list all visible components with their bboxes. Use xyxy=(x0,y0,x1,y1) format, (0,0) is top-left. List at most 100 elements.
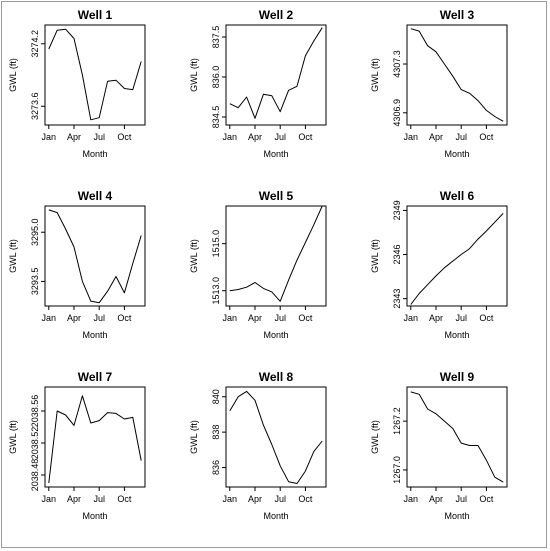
chart-title: Well 2 xyxy=(259,8,294,22)
y-axis-label: GWL (ft) xyxy=(8,58,18,92)
x-tick-label: Oct xyxy=(117,494,132,504)
series-line xyxy=(410,28,504,122)
y-tick-label: 3274.2 xyxy=(30,30,40,58)
y-tick-label: 3295.0 xyxy=(30,218,40,246)
chart-title: Well 9 xyxy=(440,370,475,384)
x-tick-label: Oct xyxy=(117,313,132,323)
y-axis-label: GWL (ft) xyxy=(189,420,199,454)
series-line xyxy=(48,395,142,484)
x-tick-label: Jan xyxy=(223,313,238,323)
x-tick-label: Apr xyxy=(67,494,81,504)
chart-title: Well 7 xyxy=(78,370,113,384)
chart-well-3: Well 3 Jan Apr Jul Oct 4306.9 4307.3 Month GWL (… xyxy=(370,8,508,159)
x-tick-label: Oct xyxy=(298,132,313,142)
x-axis-label: Month xyxy=(82,149,107,159)
x-tick-label: Apr xyxy=(67,132,81,142)
x-tick-label: Jul xyxy=(455,132,467,142)
series-line xyxy=(410,213,504,305)
x-tick-label: Jan xyxy=(223,132,238,142)
y-axis-label: GWL (ft) xyxy=(370,239,380,273)
x-tick-label: Jul xyxy=(93,494,105,504)
y-tick-label: 2343 xyxy=(392,289,402,309)
x-tick-label: Jul xyxy=(274,132,286,142)
y-tick-label: 1267.2 xyxy=(392,407,402,435)
x-tick-label: Jan xyxy=(42,313,57,323)
chart-title: Well 3 xyxy=(440,8,475,22)
y-axis-label: GWL (ft) xyxy=(189,58,199,92)
x-axis-label: Month xyxy=(82,511,107,521)
plot-box xyxy=(406,205,508,307)
x-tick-label: Jul xyxy=(455,313,467,323)
plot-box xyxy=(225,386,327,488)
y-tick-label: 2038.52 xyxy=(30,427,40,460)
x-tick-label: Apr xyxy=(248,494,262,504)
y-tick-label: 1267.0 xyxy=(392,456,402,484)
y-tick-label: 2038.56 xyxy=(30,395,40,428)
chart-title: Well 6 xyxy=(440,189,475,203)
series-line xyxy=(229,27,323,119)
x-tick-label: Jul xyxy=(274,494,286,504)
x-tick-label: Oct xyxy=(298,494,313,504)
chart-well-4: Well 4 Jan Apr Jul Oct 3293.5 3295.0 Month GWL (… xyxy=(8,189,146,340)
y-tick-label: 834.5 xyxy=(211,106,221,129)
plot-box xyxy=(406,24,508,126)
x-tick-label: Jul xyxy=(455,494,467,504)
x-tick-label: Oct xyxy=(479,132,494,142)
x-axis-label: Month xyxy=(263,511,288,521)
y-tick-label: 4306.9 xyxy=(392,99,402,127)
y-tick-label: 2349 xyxy=(392,200,402,220)
x-tick-label: Jan xyxy=(42,494,57,504)
plot-box xyxy=(44,386,146,488)
y-tick-label: 840 xyxy=(211,389,221,404)
x-tick-label: Jan xyxy=(404,313,419,323)
x-axis-label: Month xyxy=(444,511,469,521)
chart-title: Well 1 xyxy=(78,8,113,22)
x-tick-label: Jul xyxy=(93,132,105,142)
plot-box xyxy=(406,386,508,488)
x-tick-label: Jul xyxy=(274,313,286,323)
y-axis-label: GWL (ft) xyxy=(189,239,199,273)
x-axis-label: Month xyxy=(444,149,469,159)
chart-well-2: Well 2 Jan Apr Jul Oct 834.5 836.0 837.5 Month GW… xyxy=(189,8,327,159)
x-axis-label: Month xyxy=(82,330,107,340)
y-axis-label: GWL (ft) xyxy=(370,58,380,92)
x-tick-label: Jul xyxy=(93,313,105,323)
y-tick-label: 3273.6 xyxy=(30,92,40,120)
x-tick-label: Oct xyxy=(117,132,132,142)
chart-well-1: Well 1 Jan Apr Jul Oct 3273.6 3274.2 Month GWL (… xyxy=(8,8,146,159)
y-tick-label: 2346 xyxy=(392,245,402,265)
x-tick-label: Oct xyxy=(298,313,313,323)
x-tick-label: Apr xyxy=(429,494,443,504)
series-line xyxy=(410,391,504,483)
y-axis-label: GWL (ft) xyxy=(8,420,18,454)
y-tick-label: 2038.48 xyxy=(30,459,40,492)
x-axis-label: Month xyxy=(444,330,469,340)
plot-box xyxy=(44,24,146,126)
x-axis-label: Month xyxy=(263,149,288,159)
y-tick-label: 837.5 xyxy=(211,26,221,49)
y-tick-label: 836.0 xyxy=(211,66,221,89)
y-tick-label: 4307.3 xyxy=(392,50,402,78)
x-tick-label: Apr xyxy=(429,132,443,142)
plot-box xyxy=(225,205,327,307)
x-tick-label: Jan xyxy=(404,494,419,504)
y-axis-label: GWL (ft) xyxy=(8,239,18,273)
x-tick-label: Apr xyxy=(248,132,262,142)
x-tick-label: Oct xyxy=(479,313,494,323)
series-line xyxy=(229,390,323,484)
x-tick-label: Apr xyxy=(67,313,81,323)
y-tick-label: 1513.0 xyxy=(211,277,221,305)
x-axis-label: Month xyxy=(263,330,288,340)
chart-well-6: Well 6 Jan Apr Jul Oct 2343 2346 2349 Month GWL (… xyxy=(370,189,508,340)
y-tick-label: 3293.5 xyxy=(30,268,40,296)
chart-title: Well 8 xyxy=(259,370,294,384)
x-tick-label: Jan xyxy=(42,132,57,142)
x-tick-label: Jan xyxy=(223,494,238,504)
y-tick-label: 838 xyxy=(211,425,221,440)
plot-box xyxy=(225,24,327,126)
chart-well-5: Well 5 Jan Apr Jul Oct 1513.0 1515.0 Month GWL (… xyxy=(189,189,327,340)
series-line xyxy=(229,205,323,302)
